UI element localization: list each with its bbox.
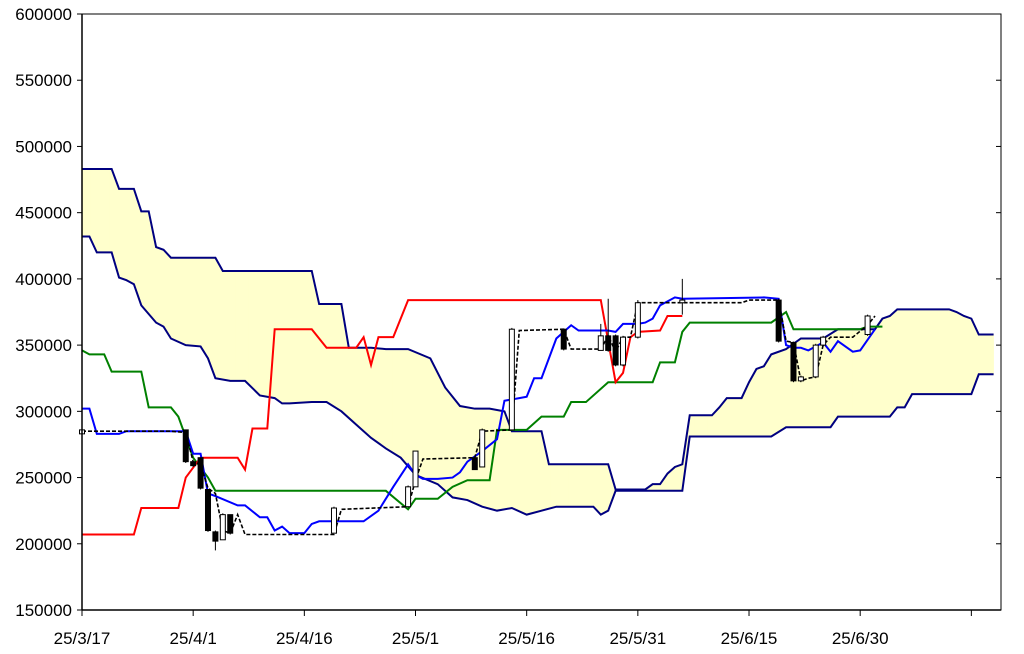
- chikou-span-line: [81, 310, 883, 511]
- candle-body: [471, 457, 478, 471]
- candle-body: [330, 507, 337, 534]
- candle-body: [204, 488, 211, 532]
- candle-body: [560, 328, 567, 350]
- candle-body: [412, 450, 419, 488]
- candle-body: [508, 328, 515, 431]
- candle-body: [790, 341, 797, 382]
- candle-body: [182, 429, 189, 463]
- y-tick-label: 450000: [15, 204, 72, 223]
- candle-body: [797, 376, 804, 382]
- y-tick-label: 500000: [15, 137, 72, 156]
- candle-body: [634, 302, 641, 338]
- cloud-layer: [81, 168, 994, 516]
- y-tick-label: 300000: [15, 402, 72, 421]
- senkou-span-b-line: [82, 235, 994, 516]
- candle-body: [190, 461, 197, 467]
- y-tick-label: 550000: [15, 71, 72, 90]
- axes-layer: 150000 200000 250000 300000 350000 400000 4500…: [15, 5, 1002, 648]
- candle-body: [605, 335, 612, 351]
- candle-body: [212, 531, 219, 542]
- candle-body: [219, 514, 226, 541]
- candle-body: [820, 336, 827, 346]
- x-tick-label: 25/5/16: [498, 629, 555, 648]
- candle-body: [775, 299, 782, 342]
- cloud-segment: [991, 334, 994, 375]
- y-tick-label: 200000: [15, 535, 72, 554]
- x-tick-label: 25/6/30: [832, 629, 889, 648]
- candle-body: [812, 344, 819, 378]
- y-tick-label: 150000: [15, 601, 72, 620]
- y-tick-label: 400000: [15, 270, 72, 289]
- tenkan-sen-line: [82, 296, 876, 535]
- candles-layer: [79, 278, 871, 551]
- kijun-sen-line: [82, 299, 683, 536]
- x-tick-label: 25/3/17: [54, 629, 111, 648]
- candle-body: [612, 335, 619, 366]
- candle-body: [197, 457, 204, 489]
- y-tick-label: 250000: [15, 469, 72, 488]
- x-tick-label: 25/6/15: [721, 629, 778, 648]
- x-tick-label: 25/4/1: [170, 629, 217, 648]
- candle-body: [620, 336, 627, 366]
- candle-body: [597, 335, 604, 351]
- candle-body: [227, 514, 234, 534]
- y-tick-label: 600000: [15, 5, 72, 24]
- candle-body: [479, 429, 486, 468]
- x-tick-label: 25/5/1: [392, 629, 439, 648]
- candle-body: [679, 299, 686, 304]
- candle-body: [405, 486, 412, 508]
- y-tick-label: 350000: [15, 336, 72, 355]
- x-tick-label: 25/4/16: [276, 629, 333, 648]
- x-tick-label: 25/5/31: [609, 629, 666, 648]
- candle-body: [864, 315, 871, 336]
